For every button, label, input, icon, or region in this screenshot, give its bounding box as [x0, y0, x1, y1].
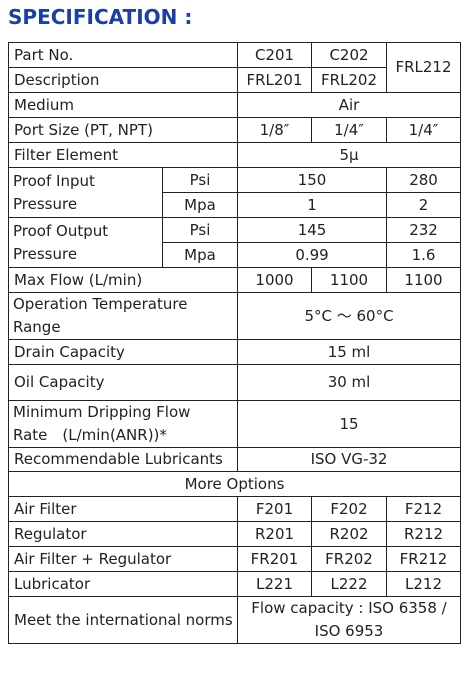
regulator-1: R201 — [237, 521, 313, 547]
desc-frl202: FRL202 — [311, 67, 388, 93]
oil-capacity-value: 30 ml — [237, 364, 462, 401]
operation-temperature-label: Operation Temperature Range — [7, 292, 239, 340]
max-flow-1: 1000 — [237, 267, 313, 293]
row-regulator: Regulator R201 R202 R212 — [7, 521, 462, 547]
regulator-2: R202 — [311, 521, 388, 547]
min-dripping-flow-label-line-2: Rate (L/min(ANR))* — [13, 426, 167, 444]
max-flow-label: Max Flow (L/min) — [7, 267, 239, 293]
port-size-1: 1/8″ — [237, 117, 313, 143]
proof-input-label: Proof Input Pressure — [8, 167, 163, 218]
medium-label: Medium — [7, 92, 239, 118]
proof-input-unit-psi: Psi — [161, 167, 239, 193]
row-more-options: More Options — [7, 471, 462, 497]
operation-temperature-value: 5°C ～ 60°C — [237, 292, 462, 340]
international-norms-label: Meet the international norms — [7, 596, 239, 644]
row-min-dripping-flow: Minimum Dripping Flow Rate (L/min(ANR))* … — [7, 400, 462, 448]
part-c201: C201 — [237, 42, 313, 68]
medium-value: Air — [237, 92, 462, 118]
max-flow-3: 1100 — [386, 267, 462, 293]
drain-capacity-value: 15 ml — [237, 339, 462, 365]
proof-input-mpa-value: 1 — [237, 192, 388, 218]
lubricator-1: L221 — [237, 571, 313, 597]
filter-element-label: Filter Element — [7, 142, 239, 168]
regulator-3: R212 — [386, 521, 462, 547]
drain-capacity-label: Drain Capacity — [7, 339, 239, 365]
air-filter-regulator-1: FR201 — [237, 546, 313, 572]
proof-output-unit-psi: Psi — [161, 217, 239, 243]
international-norms-value-line-2: ISO 6953 — [314, 622, 384, 640]
page-title: SPECIFICATION : — [8, 5, 193, 29]
air-filter-regulator-3: FR212 — [386, 546, 462, 572]
row-proof-output-mpa: Mpa 0.99 1.6 — [9, 242, 462, 268]
lubricants-label: Recommendable Lubricants — [7, 447, 239, 472]
international-norms-value: Flow capacity : ISO 6358 / ISO 6953 — [237, 596, 462, 644]
max-flow-2: 1100 — [311, 267, 388, 293]
proof-input-label-line-2: Pressure — [13, 194, 78, 213]
row-part-no: Part No. C201 C202 FRL212 — [7, 42, 462, 93]
row-max-flow: Max Flow (L/min) 1000 1100 1100 — [7, 267, 462, 293]
proof-output-mpa-frl212: 1.6 — [386, 242, 462, 268]
proof-input-mpa-frl212: 2 — [386, 192, 462, 218]
row-lubricants: Recommendable Lubricants ISO VG-32 — [7, 447, 462, 472]
operation-temperature-label-line-2: Range — [13, 318, 61, 336]
row-lubricator: Lubricator L221 L222 L212 — [7, 571, 462, 597]
lubricator-label: Lubricator — [7, 571, 239, 597]
oil-capacity-label: Oil Capacity — [7, 364, 239, 401]
specification-table: Part No. C201 C202 FRL212 Description FR… — [7, 42, 462, 644]
row-air-filter: Air Filter F201 F202 F212 — [7, 496, 462, 522]
desc-frl201: FRL201 — [237, 67, 313, 93]
row-medium: Medium Air — [7, 92, 462, 118]
row-air-filter-regulator: Air Filter + Regulator FR201 FR202 FR212 — [7, 546, 462, 572]
air-filter-3: F212 — [386, 496, 462, 522]
part-frl212: FRL212 — [386, 42, 462, 93]
part-c202: C202 — [311, 42, 388, 68]
proof-input-label-line-1: Proof Input — [13, 171, 95, 190]
proof-output-psi-value: 145 — [237, 217, 388, 243]
air-filter-regulator-label: Air Filter + Regulator — [7, 546, 239, 572]
row-oil-capacity: Oil Capacity 30 ml — [7, 364, 462, 401]
air-filter-regulator-2: FR202 — [311, 546, 388, 572]
min-dripping-flow-value: 15 — [237, 400, 462, 448]
proof-output-psi-frl212: 232 — [386, 217, 462, 243]
operation-temperature-label-line-1: Operation Temperature — [13, 295, 188, 313]
row-proof-input-psi: Proof Input Pressure Psi 150 280 — [8, 167, 462, 218]
lubricants-value: ISO VG-32 — [237, 447, 462, 472]
port-size-label: Port Size (PT, NPT) — [7, 117, 239, 143]
description-label: Description — [7, 67, 239, 93]
proof-output-label: Proof Output Pressure — [8, 217, 163, 268]
row-drain-capacity: Drain Capacity 15 ml — [7, 339, 462, 365]
air-filter-1: F201 — [237, 496, 313, 522]
port-size-3: 1/4″ — [386, 117, 462, 143]
port-size-2: 1/4″ — [311, 117, 388, 143]
row-proof-input-mpa: Mpa 1 2 — [9, 192, 462, 218]
min-dripping-flow-label: Minimum Dripping Flow Rate (L/min(ANR))* — [7, 400, 239, 448]
international-norms-value-line-1: Flow capacity : ISO 6358 / — [251, 599, 447, 617]
row-proof-output-psi: Proof Output Pressure Psi 145 232 — [8, 217, 462, 268]
proof-output-mpa-value: 0.99 — [237, 242, 388, 268]
row-port-size: Port Size (PT, NPT) 1/8″ 1/4″ 1/4″ — [7, 117, 462, 143]
proof-input-psi-frl212: 280 — [386, 167, 462, 193]
row-filter-element: Filter Element 5μ — [7, 142, 462, 168]
proof-input-unit-mpa: Mpa — [161, 192, 239, 218]
min-dripping-flow-label-line-1: Minimum Dripping Flow — [13, 403, 191, 421]
part-no-label: Part No. — [7, 42, 239, 68]
proof-output-label-line-1: Proof Output — [13, 221, 109, 240]
air-filter-2: F202 — [311, 496, 388, 522]
regulator-label: Regulator — [7, 521, 239, 547]
filter-element-value: 5μ — [237, 142, 462, 168]
lubricator-2: L222 — [311, 571, 388, 597]
row-operation-temperature: Operation Temperature Range 5°C ～ 60°C — [7, 292, 462, 340]
row-description: Description FRL201 FRL202 — [7, 67, 461, 93]
proof-output-unit-mpa: Mpa — [161, 242, 239, 268]
proof-input-psi-value: 150 — [237, 167, 388, 193]
row-international-norms: Meet the international norms Flow capaci… — [7, 596, 462, 644]
more-options-heading: More Options — [7, 471, 462, 497]
lubricator-3: L212 — [386, 571, 462, 597]
proof-output-label-line-2: Pressure — [13, 244, 78, 263]
air-filter-label: Air Filter — [7, 496, 239, 522]
